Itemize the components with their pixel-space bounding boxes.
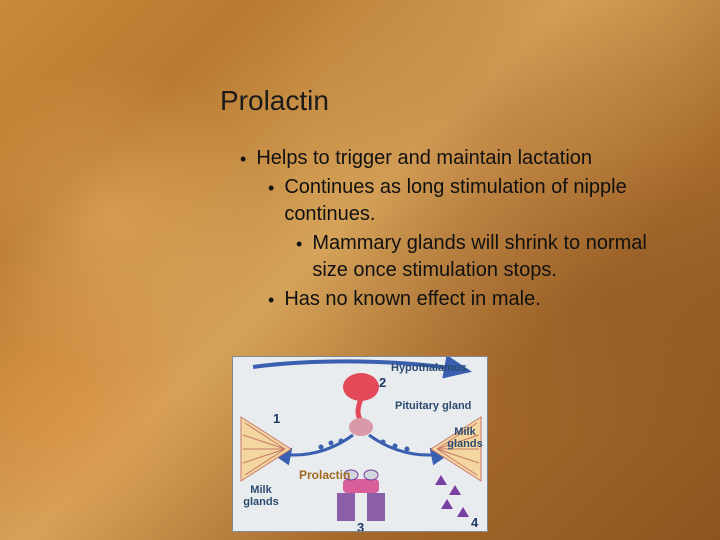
diagram-number-4: 4 <box>471 515 478 530</box>
label-milk-right: Milk glands <box>443 427 487 450</box>
prolactin-diagram: Hypothalamus Pituitary gland Milk glands… <box>232 356 488 532</box>
list-item: • Helps to trigger and maintain lactatio… <box>220 145 680 172</box>
label-pituitary: Pituitary gland <box>395 401 471 413</box>
bullet-text: Helps to trigger and maintain lactation <box>256 145 680 172</box>
label-prolactin: Prolactin <box>299 469 350 482</box>
label-milk-left: Milk glands <box>239 485 283 508</box>
bullet-text: Continues as long stimulation of nipple … <box>284 174 680 228</box>
diagram-number-1: 1 <box>273 411 280 426</box>
bullet-list: • Helps to trigger and maintain lactatio… <box>220 145 680 313</box>
slide-title: Prolactin <box>220 85 680 117</box>
label-pituitary-text: Pituitary gland <box>395 400 471 412</box>
diagram-number-2: 2 <box>379 375 386 390</box>
diagram-number-3: 3 <box>357 520 364 532</box>
bullet-icon: • <box>268 288 274 312</box>
bullet-icon: • <box>268 176 274 200</box>
bullet-text: Mammary glands will shrink to normal siz… <box>312 230 680 284</box>
label-hypothalamus: Hypothalamus <box>391 363 467 375</box>
bullet-icon: • <box>240 147 246 171</box>
bullet-icon: • <box>296 232 302 256</box>
list-item: • Has no known effect in male. <box>220 286 680 313</box>
list-item: • Continues as long stimulation of nippl… <box>220 174 680 228</box>
list-item: • Mammary glands will shrink to normal s… <box>220 230 680 284</box>
bullet-text: Has no known effect in male. <box>284 286 680 313</box>
